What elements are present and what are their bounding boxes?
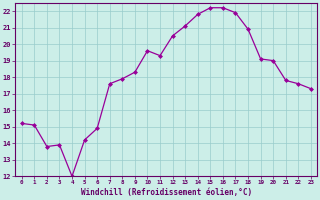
X-axis label: Windchill (Refroidissement éolien,°C): Windchill (Refroidissement éolien,°C)	[81, 188, 252, 197]
